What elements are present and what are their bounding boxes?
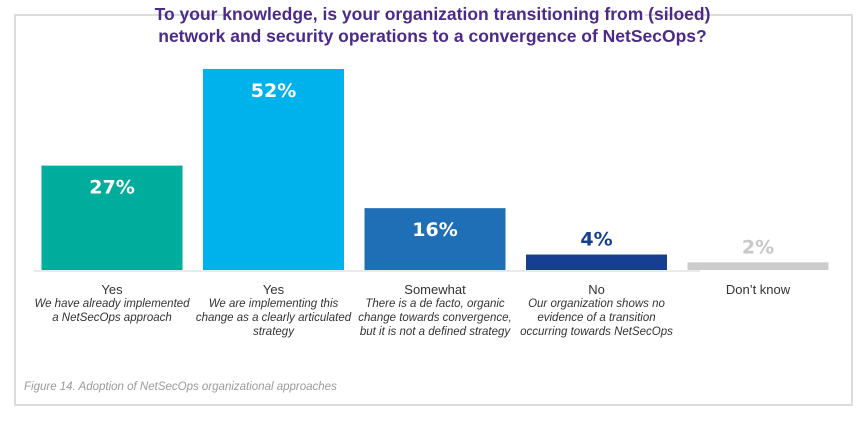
bar-5 (687, 262, 829, 270)
category-description: There is a de facto, organic change towa… (358, 298, 512, 338)
figure-caption: Figure 14. Adoption of NetSecOps organiz… (24, 381, 337, 393)
category-1: Yes We have already implemented a NetSecO… (32, 282, 192, 325)
category-label: Don’t know (725, 282, 791, 297)
data-label-3: 16% (412, 219, 457, 241)
category-description: We have already implemented a NetSecOps … (34, 298, 190, 324)
data-label-4: 4% (580, 229, 612, 251)
data-label-5: 2% (742, 236, 774, 258)
chart-title-line-1: To your knowledge, is your organization … (154, 4, 711, 24)
data-label-2: 52% (251, 80, 296, 102)
category-label: No (588, 282, 605, 297)
bar-2 (203, 69, 344, 270)
chart-title: To your knowledge, is your organization … (0, 3, 865, 47)
category-label: Somewhat (404, 282, 466, 297)
category-4: No Our organization shows no evidence of … (517, 282, 677, 339)
data-label-1: 27% (89, 177, 134, 199)
title-background (225, 0, 645, 58)
bar-4 (526, 254, 667, 270)
category-description: We are implementing this change as a cle… (195, 298, 352, 338)
category-5: Don’t know (678, 282, 838, 297)
category-2: Yes We are implementing this change as a … (194, 282, 354, 339)
category-3: Somewhat There is a de facto, organic cha… (355, 282, 515, 339)
category-label: Yes (101, 282, 123, 297)
category-label: Yes (262, 282, 285, 297)
bar-3 (364, 208, 506, 270)
bar-1 (41, 165, 183, 270)
category-description: Our organization shows no evidence of a … (520, 298, 673, 338)
chart-title-line-2: network and security operations to a con… (158, 26, 707, 46)
